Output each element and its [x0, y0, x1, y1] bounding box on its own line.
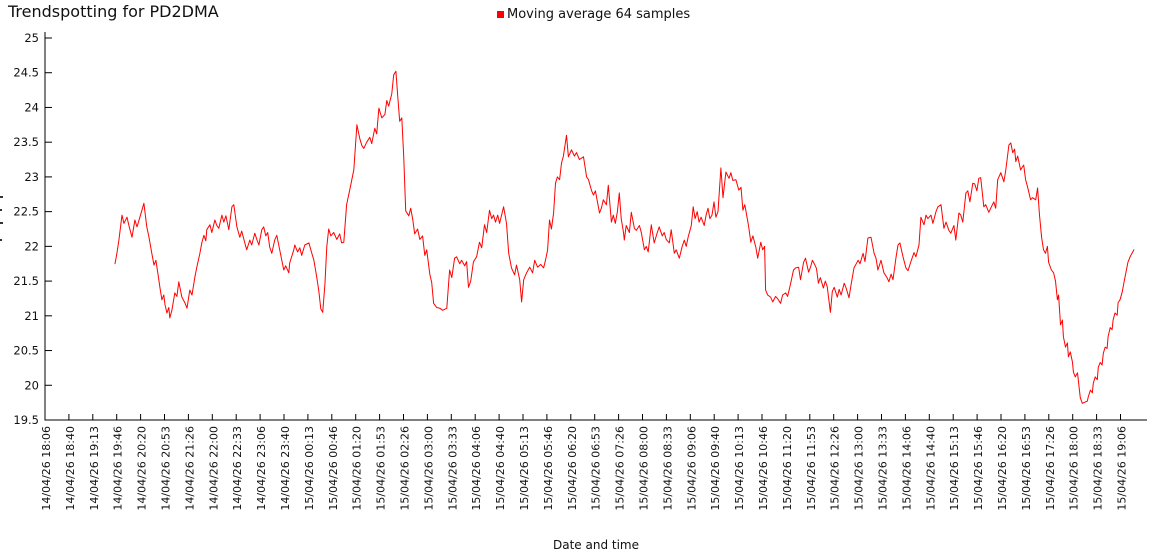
y-tick-label: 19.5	[13, 413, 39, 427]
x-tick-label: 14/04/26 19:46	[112, 426, 125, 511]
y-tick-label: 21	[24, 309, 39, 323]
y-tick-label: 21.5	[13, 274, 39, 288]
y-tick-label: 25	[24, 31, 39, 45]
x-tick-label: 15/04/26 13:00	[853, 426, 866, 511]
x-tick-label: 15/04/26 10:13	[733, 426, 746, 511]
x-tick-label: 15/04/26 08:33	[661, 426, 674, 511]
x-tick-label: 15/04/26 16:53	[1020, 426, 1033, 511]
x-tick-label: 15/04/26 05:13	[518, 426, 531, 511]
x-tick-label: 15/04/26 02:26	[399, 426, 412, 511]
x-tick-label: 15/04/26 03:33	[446, 426, 459, 511]
y-tick-label: 24	[24, 100, 39, 114]
x-axis-title: Date and time	[553, 538, 639, 552]
x-tick-label: 14/04/26 22:33	[231, 426, 244, 511]
x-tick-label: 14/04/26 20:53	[160, 426, 173, 511]
x-tick-label: 15/04/26 15:46	[972, 426, 985, 511]
x-tick-label: 14/04/26 22:00	[207, 426, 220, 511]
x-tick-label: 15/04/26 09:40	[709, 426, 722, 511]
x-tick-label: 15/04/26 06:53	[590, 426, 603, 511]
x-tick-label: 15/04/26 11:53	[805, 426, 818, 511]
x-tick-label: 15/04/26 14:40	[924, 426, 937, 511]
x-tick-label: 15/04/26 00:46	[327, 426, 340, 511]
legend-label: Moving average 64 samples	[507, 7, 691, 22]
x-tick-label: 15/04/26 14:06	[900, 426, 913, 511]
chart-title: Trendspotting for PD2DMA	[8, 2, 219, 21]
x-tick-label: 15/04/26 08:00	[638, 426, 651, 511]
x-tick-label: 14/04/26 18:40	[64, 426, 77, 511]
x-tick-label: 14/04/26 20:20	[136, 426, 149, 511]
x-tick-label: 14/04/26 23:40	[279, 426, 292, 511]
y-axis-title-clipped	[0, 196, 3, 198]
x-tick-label: 15/04/26 09:06	[685, 426, 698, 511]
y-tick-label: 22	[24, 239, 39, 253]
legend: Moving average 64 samples	[497, 7, 690, 22]
x-tick-label: 15/04/26 01:20	[351, 426, 364, 511]
y-tick-label: 20	[24, 378, 39, 392]
x-tick-label: 14/04/26 19:13	[88, 426, 101, 511]
x-tick-label: 15/04/26 07:26	[614, 426, 627, 511]
x-tick-label: 15/04/26 06:20	[566, 426, 579, 511]
x-tick-label: 15/04/26 16:20	[996, 426, 1009, 511]
y-axis-title-clipped	[0, 222, 3, 224]
y-tick-label: 23	[24, 170, 39, 184]
y-axis-title-clipped	[0, 239, 2, 241]
x-tick-label: 15/04/26 13:33	[877, 426, 890, 511]
x-tick-label: 15/04/26 11:20	[781, 426, 794, 511]
x-tick-label: 15/04/26 04:06	[470, 426, 483, 511]
y-tick-label: 24.5	[13, 66, 39, 80]
x-tick-label: 15/04/26 04:40	[494, 426, 507, 511]
x-tick-label: 14/04/26 18:06	[40, 426, 53, 511]
x-tick-label: 15/04/26 03:00	[422, 426, 435, 511]
x-tick-label: 15/04/26 01:53	[375, 426, 388, 511]
x-tick-label: 14/04/26 23:06	[255, 426, 268, 511]
x-tick-label: 15/04/26 15:13	[948, 426, 961, 511]
x-tick-label: 15/04/26 00:13	[303, 426, 316, 511]
x-tick-label: 15/04/26 18:33	[1092, 426, 1105, 511]
y-tick-label: 20.5	[13, 344, 39, 358]
x-tick-label: 15/04/26 18:00	[1068, 426, 1081, 511]
x-tick-label: 14/04/26 21:26	[183, 426, 196, 511]
x-tick-label: 15/04/26 19:06	[1116, 426, 1129, 511]
y-axis-title-clipped	[0, 209, 2, 211]
x-tick-label: 15/04/26 12:26	[829, 426, 842, 511]
legend-swatch-icon	[497, 11, 504, 18]
x-tick-label: 15/04/26 17:26	[1044, 426, 1057, 511]
y-tick-label: 22.5	[13, 205, 39, 219]
x-tick-label: 15/04/26 05:46	[542, 426, 555, 511]
data-line	[114, 70, 1135, 404]
y-tick-label: 23.5	[13, 135, 39, 149]
x-tick-label: 15/04/26 10:46	[757, 426, 770, 511]
